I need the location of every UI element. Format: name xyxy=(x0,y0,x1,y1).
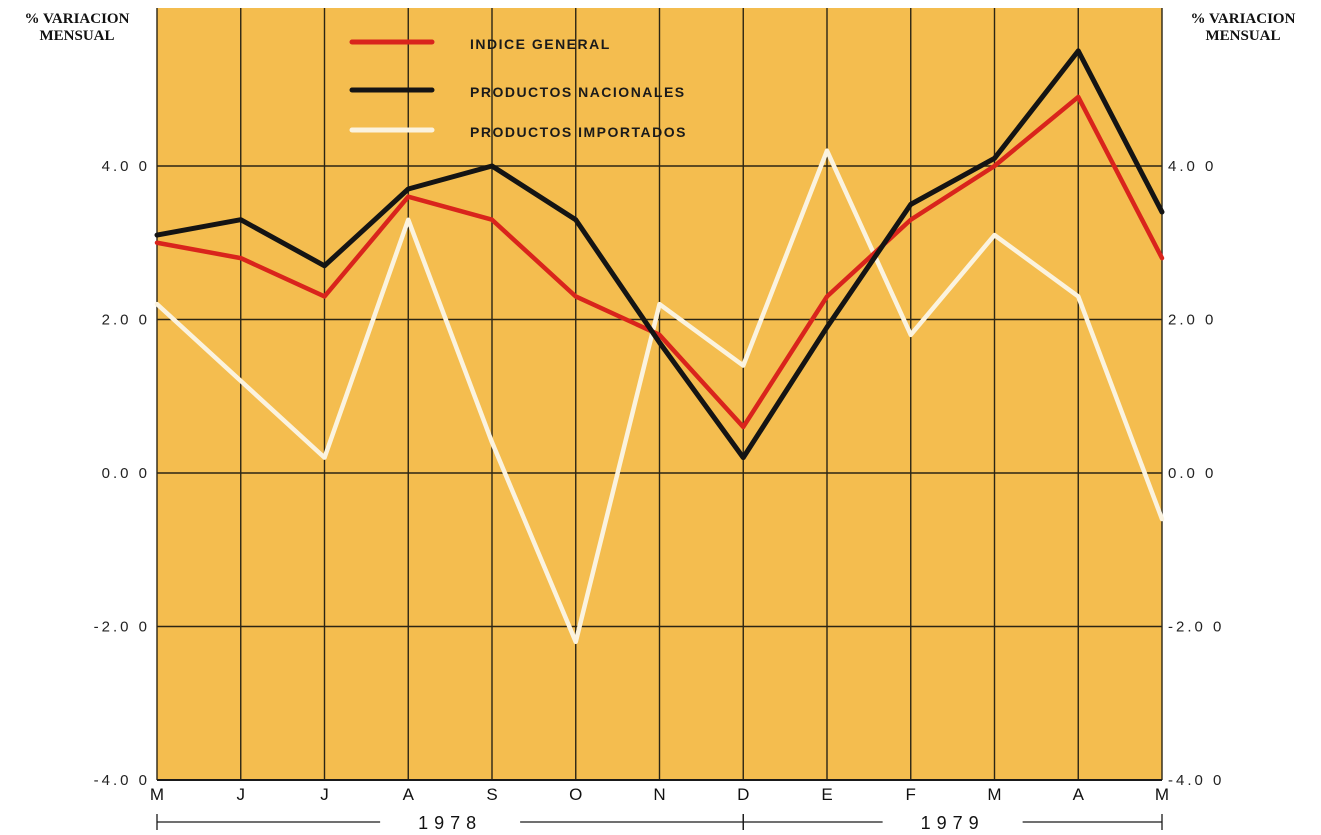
y-tick-label-right: 0.0 0 xyxy=(1168,465,1216,482)
series-line-importados xyxy=(154,148,1165,645)
y-tick-label-right: 4.0 0 xyxy=(1168,158,1216,175)
y-axis-label-left-line2: MENSUAL xyxy=(39,28,115,44)
x-tick-label: M xyxy=(150,785,164,804)
x-tick-label: D xyxy=(737,785,749,804)
y-tick-labels: -4.0 0 -4.0 0 -2.0 0 -2.0 0 0.0 0 0.0 0 2.0 0 2… xyxy=(94,158,1224,789)
y-tick-label-left: -2.0 0 xyxy=(94,619,150,636)
x-tick-label: M xyxy=(1155,785,1169,804)
y-tick-label-left: -4.0 0 xyxy=(94,772,150,789)
year-label: 1978 xyxy=(418,813,482,833)
y-axis-label-right: % VARIACION MENSUAL xyxy=(1170,11,1316,45)
y-tick-label-right: -4.0 0 xyxy=(1168,772,1224,789)
grid-lines xyxy=(156,8,1163,781)
x-tick-label: N xyxy=(653,785,665,804)
legend-label-importados: PRODUCTOS IMPORTADOS xyxy=(470,124,687,140)
y-axis-label-left-line1: % VARIACION xyxy=(24,11,130,27)
series-line-nacionales xyxy=(154,48,1165,461)
year-brackets: 1978 1979 xyxy=(156,813,1163,833)
y-tick-label-left: 4.0 0 xyxy=(102,158,150,175)
series-line-indice_general xyxy=(154,94,1165,430)
legend: INDICE GENERAL PRODUCTOS NACIONALES PRODUC… xyxy=(349,36,687,140)
y-axis-label-left: % VARIACION MENSUAL xyxy=(4,11,150,45)
x-tick-label: S xyxy=(486,785,497,804)
x-tick-label: F xyxy=(906,785,916,804)
y-axis-label-right-line2: MENSUAL xyxy=(1205,28,1281,44)
x-tick-label: A xyxy=(403,785,415,804)
y-tick-label-left: 0.0 0 xyxy=(102,465,150,482)
x-tick-label: E xyxy=(821,785,832,804)
y-tick-label-right: 2.0 0 xyxy=(1168,312,1216,329)
x-tick-label: O xyxy=(569,785,582,804)
legend-label-indice_general: INDICE GENERAL xyxy=(470,36,611,52)
y-tick-label-right: -2.0 0 xyxy=(1168,619,1224,636)
y-axis-label-right-line1: % VARIACION xyxy=(1190,11,1296,27)
series-lines xyxy=(154,48,1165,645)
legend-label-nacionales: PRODUCTOS NACIONALES xyxy=(470,84,686,100)
x-tick-label: M xyxy=(987,785,1001,804)
x-tick-label: A xyxy=(1073,785,1085,804)
year-label: 1979 xyxy=(921,813,985,833)
x-tick-label: J xyxy=(320,785,329,804)
x-tick-label: J xyxy=(237,785,246,804)
y-tick-label-left: 2.0 0 xyxy=(102,312,150,329)
